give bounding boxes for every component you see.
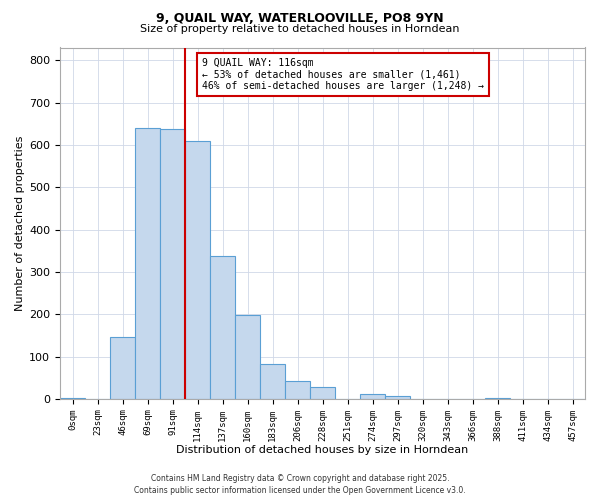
Bar (385, 396, 410, 399)
Bar (110, 338, 135, 399)
Bar (310, 388, 335, 399)
Bar (160, 129, 185, 399)
Y-axis label: Number of detached properties: Number of detached properties (15, 136, 25, 311)
Bar (235, 315, 260, 399)
Text: 9, QUAIL WAY, WATERLOOVILLE, PO8 9YN: 9, QUAIL WAY, WATERLOOVILLE, PO8 9YN (156, 12, 444, 26)
Text: Contains HM Land Registry data © Crown copyright and database right 2025.
Contai: Contains HM Land Registry data © Crown c… (134, 474, 466, 495)
Bar (360, 394, 385, 399)
Bar (485, 398, 510, 399)
Bar (135, 128, 160, 399)
Bar (210, 256, 235, 399)
Bar (60, 398, 85, 399)
Text: 9 QUAIL WAY: 116sqm
← 53% of detached houses are smaller (1,461)
46% of semi-det: 9 QUAIL WAY: 116sqm ← 53% of detached ho… (202, 58, 484, 91)
Bar (260, 364, 285, 399)
Bar (185, 140, 210, 399)
Bar (285, 380, 310, 399)
Text: Size of property relative to detached houses in Horndean: Size of property relative to detached ho… (140, 24, 460, 34)
X-axis label: Distribution of detached houses by size in Horndean: Distribution of detached houses by size … (176, 445, 469, 455)
